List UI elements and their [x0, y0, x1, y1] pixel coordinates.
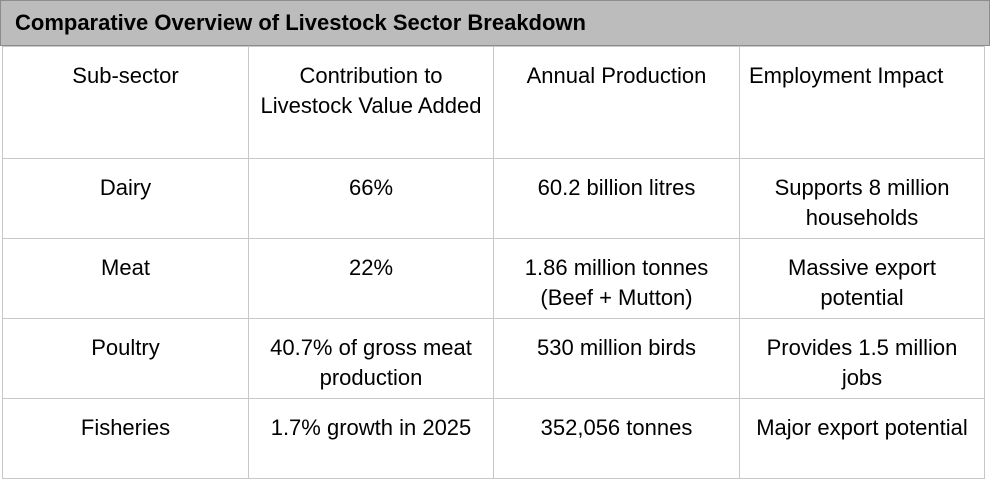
table-title: Comparative Overview of Livestock Sector… — [0, 0, 990, 46]
cell-sub-sector: Meat — [2, 238, 249, 319]
cell-sub-sector: Dairy — [2, 158, 249, 239]
header-annual-production: Annual Production — [493, 46, 740, 159]
table-row: Poultry 40.7% of gross meat production 5… — [2, 318, 985, 399]
table-row: Meat 22% 1.86 million tonnes (Beef + Mut… — [2, 238, 985, 319]
cell-contribution: 1.7% growth in 2025 — [248, 398, 494, 479]
table-header-row: Sub-sector Contribution to Livestock Val… — [2, 46, 985, 159]
header-contribution: Contribution to Livestock Value Added — [248, 46, 494, 159]
table-row: Dairy 66% 60.2 billion litres Supports 8… — [2, 158, 985, 239]
cell-annual-production: 60.2 billion litres — [493, 158, 740, 239]
cell-employment-impact: Supports 8 million households — [739, 158, 985, 239]
cell-contribution: 40.7% of gross meat production — [248, 318, 494, 399]
livestock-table: Sub-sector Contribution to Livestock Val… — [2, 46, 985, 479]
cell-sub-sector: Poultry — [2, 318, 249, 399]
header-employment-impact: Employment Impact — [739, 46, 985, 159]
cell-employment-impact: Provides 1.5 million jobs — [739, 318, 985, 399]
cell-contribution: 66% — [248, 158, 494, 239]
cell-annual-production: 530 million birds — [493, 318, 740, 399]
header-sub-sector: Sub-sector — [2, 46, 249, 159]
cell-employment-impact: Major export potential — [739, 398, 985, 479]
cell-contribution: 22% — [248, 238, 494, 319]
cell-sub-sector: Fisheries — [2, 398, 249, 479]
table-row: Fisheries 1.7% growth in 2025 352,056 to… — [2, 398, 985, 479]
cell-annual-production: 352,056 tonnes — [493, 398, 740, 479]
cell-employment-impact: Massive export potential — [739, 238, 985, 319]
cell-annual-production: 1.86 million tonnes (Beef + Mutton) — [493, 238, 740, 319]
